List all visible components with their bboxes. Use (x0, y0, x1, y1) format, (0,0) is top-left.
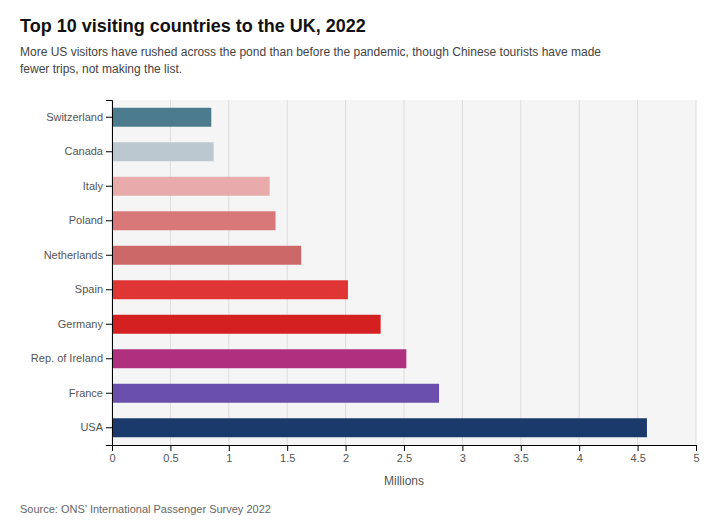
y-tick-label: Switzerland (46, 111, 103, 123)
x-tick-label: 2 (343, 452, 349, 464)
y-tick-mark (106, 117, 112, 118)
subtitle: More US visitors have rushed across the … (20, 45, 601, 76)
x-tick-label: 1 (226, 452, 232, 464)
x-tick-mark (696, 445, 697, 451)
y-tick: Canada (64, 145, 112, 157)
y-tick-label: Netherlands (44, 249, 104, 261)
subtitle-line: More US visitors have rushed across the … (20, 45, 601, 59)
x-tick: 4.5 (630, 445, 645, 464)
title: Top 10 visiting countries to the UK, 202… (20, 16, 366, 36)
bar (112, 177, 270, 196)
bar (112, 280, 348, 299)
y-tick: Rep. of Ireland (31, 352, 112, 364)
y-tick-label: USA (80, 421, 103, 433)
x-tick: 1.5 (280, 445, 295, 464)
y-tick-mark (106, 220, 112, 221)
x-axis-line (113, 446, 697, 452)
bar (112, 246, 301, 265)
y-tick-label: Poland (69, 214, 103, 226)
y-tick-label: Rep. of Ireland (31, 352, 103, 364)
x-tick-label: 4.5 (630, 452, 645, 464)
y-axis-line (106, 101, 113, 446)
plot-background (112, 100, 696, 445)
chart-svg: Top 10 visiting countries to the UK, 202… (0, 0, 720, 523)
x-tick: 2 (343, 445, 349, 464)
bar (112, 349, 406, 368)
y-tick-label: Spain (75, 283, 103, 295)
x-tick-label: 2.5 (397, 452, 412, 464)
y-tick: Netherlands (44, 249, 112, 261)
y-tick-mark (106, 393, 112, 394)
x-tick-mark (170, 445, 171, 451)
x-axis: 0 0.5 1 1.5 2 2.5 3 3.5 4 4.5 5 (109, 445, 699, 464)
y-tick-mark (106, 427, 112, 428)
grid-line (462, 100, 463, 445)
y-tick-label: Italy (83, 180, 104, 192)
x-tick-label: 1.5 (280, 452, 295, 464)
x-tick-mark (462, 445, 463, 451)
y-axis: Switzerland Canada Italy Poland Netherlands S… (31, 101, 113, 446)
x-tick-mark (229, 445, 230, 451)
x-tick-mark (521, 445, 522, 451)
x-tick: 3.5 (514, 445, 529, 464)
x-tick: 1 (226, 445, 232, 464)
y-tick: USA (80, 421, 112, 433)
y-tick-mark (106, 289, 112, 290)
grid-line (579, 100, 580, 445)
subtitle-line: fewer trips, not making the list. (20, 62, 182, 76)
plot-area: 0 0.5 1 1.5 2 2.5 3 3.5 4 4.5 5 Switzerland Canada It… (31, 100, 700, 464)
x-tick-label: 4 (577, 452, 583, 464)
x-tick: 2.5 (397, 445, 412, 464)
x-tick-label: 3 (460, 452, 466, 464)
y-tick: Poland (69, 214, 112, 226)
y-tick: Spain (75, 283, 112, 295)
bar (112, 211, 276, 230)
x-tick-mark (404, 445, 405, 451)
y-tick: Switzerland (46, 111, 112, 123)
y-tick-label: Germany (58, 318, 104, 330)
x-tick: 0.5 (163, 445, 178, 464)
x-tick-label: 0.5 (163, 452, 178, 464)
grid-line (696, 100, 697, 445)
x-tick-label: 5 (693, 452, 699, 464)
x-axis-title: Millions (384, 474, 424, 488)
bar (112, 384, 439, 403)
y-tick-mark (106, 255, 112, 256)
x-tick-mark (346, 445, 347, 451)
x-tick-label: 3.5 (514, 452, 529, 464)
x-tick-label: 0 (109, 452, 115, 464)
bar (112, 108, 211, 127)
grid (112, 100, 696, 445)
x-tick: 3 (460, 445, 466, 464)
y-tick-mark (106, 358, 112, 359)
x-tick-mark (638, 445, 639, 451)
x-tick: 0 (109, 445, 115, 464)
y-tick: Germany (58, 318, 112, 330)
x-tick-mark (287, 445, 288, 451)
source: Source: ONS’ International Passenger Sur… (20, 503, 271, 515)
y-tick-mark (106, 151, 112, 152)
y-tick-label: Canada (64, 145, 103, 157)
x-tick: 4 (577, 445, 583, 464)
bar (112, 418, 647, 437)
x-tick-mark (579, 445, 580, 451)
x-tick: 5 (693, 445, 699, 464)
grid-line (520, 100, 521, 445)
bar (112, 315, 381, 334)
y-tick: Italy (83, 180, 112, 192)
grid-line (637, 100, 638, 445)
y-tick-label: France (69, 387, 103, 399)
bar (112, 142, 214, 161)
bars (112, 108, 647, 437)
y-tick-mark (106, 324, 112, 325)
y-tick-mark (106, 186, 112, 187)
y-tick: France (69, 387, 112, 399)
